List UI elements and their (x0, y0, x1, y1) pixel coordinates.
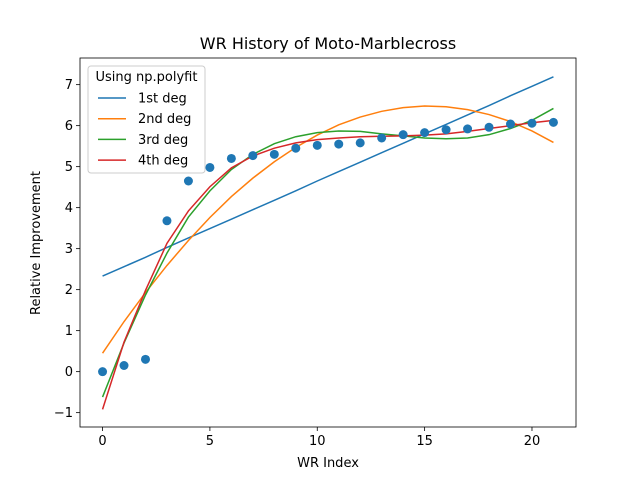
y-tick-label: 4 (65, 201, 73, 216)
x-tick-label: 15 (416, 434, 433, 449)
x-tick-label: 10 (309, 434, 326, 449)
data-point (334, 139, 344, 149)
legend-title: Using np.polyfit (96, 70, 198, 85)
series-line-4 (101, 119, 554, 410)
x-tick-label: 20 (524, 434, 541, 449)
data-point (140, 354, 150, 364)
data-point (548, 117, 558, 127)
x-axis-label: WR Index (297, 456, 359, 471)
legend-box (87, 65, 206, 174)
y-tick-label: 1 (65, 324, 73, 339)
y-axis-label: Relative Improvement (29, 171, 44, 315)
data-point (463, 124, 473, 134)
series-line-3 (101, 107, 554, 398)
legend-entry-label: 3rd deg (138, 133, 188, 148)
data-point (441, 125, 451, 135)
data-point (506, 119, 516, 129)
data-point (98, 367, 108, 377)
y-tick-label: 3 (65, 242, 73, 257)
legend: Using np.polyfit 1st deg 2nd deg 3rd deg 4th… (87, 65, 206, 174)
data-point (162, 216, 172, 226)
data-point (420, 128, 430, 138)
x-tick-label: 5 (206, 434, 214, 449)
y-tick-label: 5 (65, 160, 73, 175)
data-point (183, 176, 193, 186)
legend-entry-label: 4th deg (138, 154, 188, 169)
x-tick-label: 0 (98, 434, 106, 449)
chart-title: WR History of Moto-Marblecross (200, 34, 456, 53)
legend-entry-label: 2nd deg (138, 112, 191, 127)
y-tick-label: 7 (65, 78, 73, 93)
series-line-1 (102, 76, 554, 277)
data-point (377, 133, 387, 143)
data-point (248, 151, 258, 161)
data-point (527, 118, 537, 128)
data-point (355, 138, 365, 148)
data-point (205, 162, 215, 172)
y-tick-label: 6 (65, 119, 73, 134)
data-point (291, 143, 301, 153)
y-tick-label: 0 (65, 365, 73, 380)
data-point (269, 149, 279, 159)
data-point (119, 361, 129, 370)
data-point (484, 122, 494, 132)
series-line-2 (101, 105, 554, 354)
plot-area: 0 5 10 15 20 −1 0 1 2 3 4 5 6 7 (54, 57, 577, 449)
y-tick-label: −1 (54, 406, 73, 421)
data-point (226, 153, 236, 163)
plot-frame (79, 57, 577, 428)
data-point (398, 130, 408, 140)
legend-entry-label: 1st deg (138, 92, 187, 107)
data-point (312, 140, 322, 150)
y-tick-label: 2 (65, 283, 73, 298)
